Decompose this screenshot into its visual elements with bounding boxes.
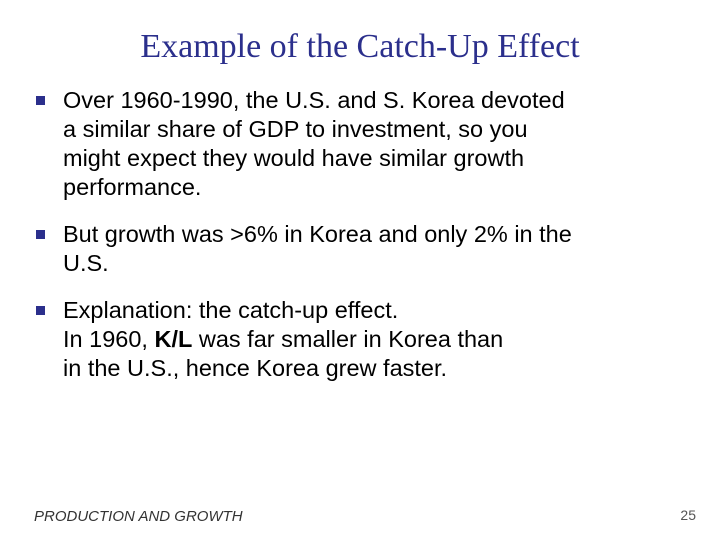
kl-ratio-text: K/L xyxy=(154,326,193,352)
bullet-item-investment: Over 1960-1990, the U.S. and S. Korea de… xyxy=(34,86,694,202)
bullet-line: performance. xyxy=(63,174,202,200)
footer-section-title: PRODUCTION AND GROWTH xyxy=(34,508,243,525)
bullet-line: But growth was >6% in Korea and only 2% … xyxy=(63,221,572,247)
bullet-line: Explanation: the catch-up effect. xyxy=(63,297,399,323)
bullet-text: was far smaller in Korea than xyxy=(192,326,504,352)
bullet-text: In 1960, xyxy=(63,326,155,352)
bullet-item-growth: But growth was >6% in Korea and only 2% … xyxy=(34,220,694,278)
page-number: 25 xyxy=(680,507,696,523)
bullet-line: in the U.S., hence Korea grew faster. xyxy=(63,355,448,381)
bullet-list: Over 1960-1990, the U.S. and S. Korea de… xyxy=(34,86,694,383)
square-bullet-icon xyxy=(36,230,45,239)
slide-title: Example of the Catch-Up Effect xyxy=(140,28,580,65)
square-bullet-icon xyxy=(36,306,45,315)
bullet-item-explanation: Explanation: the catch-up effect. In 196… xyxy=(34,296,694,383)
square-bullet-icon xyxy=(36,96,45,105)
bullet-line: U.S. xyxy=(63,250,109,276)
bullet-line: a similar share of GDP to investment, so… xyxy=(63,116,528,142)
bullet-line: might expect they would have similar gro… xyxy=(63,145,525,171)
bullet-line-kl: In 1960, K/L was far smaller in Korea th… xyxy=(63,325,694,354)
bullet-line: Over 1960-1990, the U.S. and S. Korea de… xyxy=(63,87,565,113)
